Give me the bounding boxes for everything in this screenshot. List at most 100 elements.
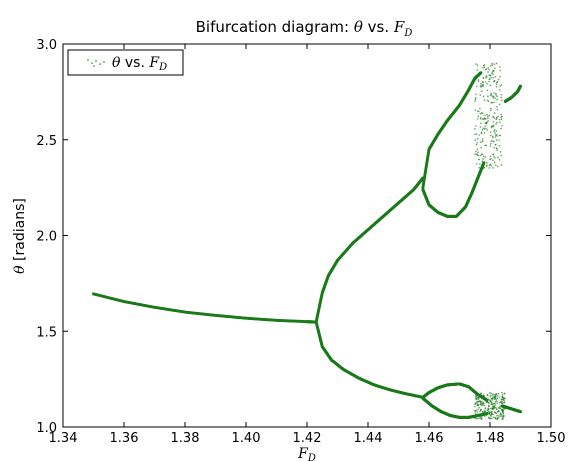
- chaotic-point: [476, 133, 478, 135]
- chaotic-point: [477, 404, 479, 406]
- chaotic-point: [478, 80, 480, 82]
- chaotic-point: [476, 69, 478, 71]
- legend-marker-dot: [103, 61, 105, 63]
- chaotic-point: [497, 166, 499, 168]
- chaotic-point: [487, 120, 489, 122]
- chaotic-point: [479, 396, 481, 398]
- chaotic-point: [501, 392, 503, 394]
- chaotic-point: [489, 159, 491, 161]
- chaotic-point: [482, 405, 484, 407]
- legend-label: θ vs. FD: [112, 55, 167, 73]
- chaotic-point: [503, 402, 505, 404]
- chaotic-point: [487, 409, 489, 411]
- chaotic-point: [494, 118, 496, 120]
- chaotic-point: [492, 159, 494, 161]
- chaotic-point: [499, 85, 501, 87]
- chaotic-point: [479, 167, 481, 169]
- chaotic-point: [485, 69, 487, 71]
- chaotic-point: [500, 151, 502, 153]
- chaotic-point: [482, 411, 484, 413]
- chaotic-point: [483, 398, 485, 400]
- chaotic-point: [492, 409, 494, 411]
- chaotic-point: [487, 67, 489, 69]
- chaotic-point: [484, 126, 486, 128]
- chaotic-point: [483, 403, 485, 405]
- chaotic-point: [492, 140, 494, 142]
- chaotic-point: [502, 396, 504, 398]
- chaotic-point: [490, 163, 492, 165]
- chaotic-point: [477, 155, 479, 157]
- chaotic-point: [475, 396, 477, 398]
- x-tick-label: 1.40: [232, 431, 261, 446]
- chaotic-point: [477, 118, 479, 120]
- chaotic-point: [496, 393, 498, 395]
- chaotic-point: [475, 99, 477, 101]
- chaotic-point: [484, 115, 486, 117]
- chaotic-point: [500, 70, 502, 72]
- chaotic-point: [485, 397, 487, 399]
- chaotic-point: [494, 80, 496, 82]
- y-tick-label: 3.0: [36, 38, 57, 53]
- chaotic-point: [496, 403, 498, 405]
- chaotic-point: [495, 118, 497, 120]
- chaotic-point: [476, 395, 478, 397]
- chaotic-point: [482, 118, 484, 120]
- chaotic-point: [496, 149, 498, 151]
- chaotic-point: [499, 121, 501, 123]
- chaotic-point: [480, 402, 482, 404]
- chaotic-point: [489, 167, 491, 169]
- chaotic-point: [477, 64, 479, 66]
- y-tick-label: 1.0: [36, 421, 57, 436]
- chaotic-point: [490, 74, 492, 76]
- x-tick-label: 1.44: [354, 431, 383, 446]
- y-tick-label: 2.5: [36, 134, 57, 149]
- chaotic-point: [482, 67, 484, 69]
- x-tick-label: 1.46: [415, 431, 444, 446]
- chaotic-point: [497, 157, 499, 159]
- chaotic-point: [479, 108, 481, 110]
- chaotic-point: [485, 128, 487, 130]
- chaotic-point: [496, 117, 498, 119]
- chaotic-point: [487, 90, 489, 92]
- chaotic-point: [493, 407, 495, 409]
- chaotic-point: [483, 65, 485, 67]
- chaotic-point: [482, 404, 484, 406]
- y-tick-label: 1.5: [36, 325, 57, 340]
- chaotic-point: [489, 78, 491, 80]
- chaotic-point: [490, 93, 492, 95]
- chaotic-point: [480, 409, 482, 411]
- chaotic-point: [498, 396, 500, 398]
- chaotic-point: [490, 156, 492, 158]
- chaotic-point: [499, 76, 501, 78]
- chaotic-point: [489, 412, 491, 414]
- chaotic-point: [490, 77, 492, 79]
- chaotic-point: [489, 396, 491, 398]
- chaotic-point: [478, 398, 480, 400]
- chaotic-point: [495, 134, 497, 136]
- chaotic-point: [480, 147, 482, 149]
- chaotic-point: [487, 129, 489, 131]
- chaotic-point: [484, 405, 486, 407]
- chaotic-point: [483, 127, 485, 129]
- chaotic-point: [495, 144, 497, 146]
- chaotic-point: [477, 401, 479, 403]
- chaotic-point: [490, 415, 492, 417]
- chaotic-point: [492, 167, 494, 169]
- chaotic-point: [493, 96, 495, 98]
- chaotic-point: [480, 141, 482, 143]
- chaotic-point: [475, 151, 477, 153]
- chaotic-point: [504, 408, 506, 410]
- chaotic-point: [496, 86, 498, 88]
- chaotic-point: [491, 125, 493, 127]
- chaotic-point: [494, 401, 496, 403]
- chaotic-point: [476, 144, 478, 146]
- chaotic-point: [486, 394, 488, 396]
- chaotic-point: [474, 128, 476, 130]
- chaotic-point: [475, 93, 477, 95]
- chaotic-point: [499, 66, 501, 68]
- chaotic-point: [480, 393, 482, 395]
- chaotic-point: [495, 136, 497, 138]
- chaotic-point: [503, 416, 505, 418]
- chart-title-prefix: Bifurcation diagram:: [196, 18, 354, 36]
- chaotic-point: [499, 89, 501, 91]
